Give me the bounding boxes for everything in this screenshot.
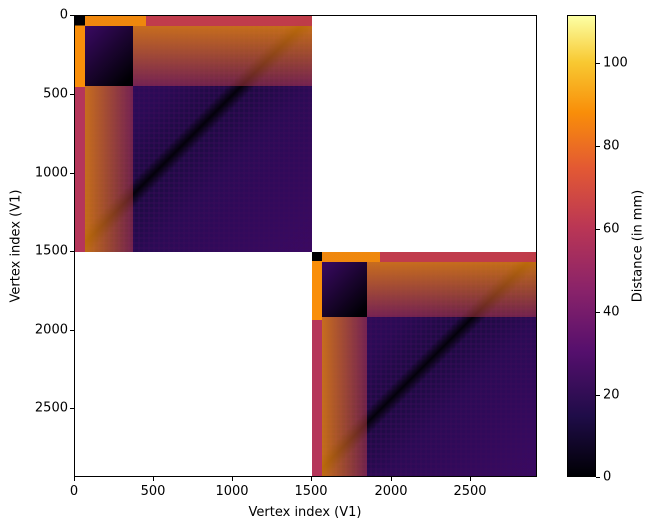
y-axis-label: Vertex index (V1) xyxy=(8,189,24,303)
colorbar-tick-label: 80 xyxy=(603,138,620,154)
y-tick-label: 500 xyxy=(43,86,68,102)
colorbar-tick-label: 0 xyxy=(603,469,612,485)
y-tick-label: 0 xyxy=(59,7,68,23)
colorbar-tick-label: 20 xyxy=(603,387,620,403)
y-tick-label: 2000 xyxy=(34,322,68,338)
x-tick-mark xyxy=(391,477,392,481)
x-tick-label: 500 xyxy=(140,484,166,499)
x-axis-label: Vertex index (V1) xyxy=(248,505,362,520)
x-tick-mark xyxy=(153,477,154,481)
colorbar-tick-label: 60 xyxy=(603,221,620,237)
colorbar-tick-label: 100 xyxy=(603,55,628,71)
colorbar-tick-mark xyxy=(596,312,600,313)
x-tick-mark xyxy=(74,477,75,481)
colorbar-tick-mark xyxy=(596,229,600,230)
y-tick-mark xyxy=(70,15,74,16)
x-tick-label: 1000 xyxy=(215,484,249,499)
colorbar-tick-mark xyxy=(596,395,600,396)
y-tick-mark xyxy=(70,330,74,331)
colorbar-tick-mark xyxy=(596,146,600,147)
heatmap-plot-area xyxy=(74,15,537,477)
x-tick-label: 1500 xyxy=(294,484,328,499)
x-tick-label: 2500 xyxy=(453,484,487,499)
colorbar xyxy=(567,15,596,477)
distance-block-2 xyxy=(312,252,536,476)
y-tick-mark xyxy=(70,251,74,252)
colorbar-tick-mark xyxy=(596,63,600,64)
y-tick-label: 1500 xyxy=(34,243,68,259)
distance-block-1 xyxy=(75,16,312,252)
x-tick-mark xyxy=(311,477,312,481)
y-tick-label: 1000 xyxy=(34,165,68,181)
colorbar-tick-label: 40 xyxy=(603,304,620,320)
y-tick-mark xyxy=(70,94,74,95)
x-tick-label: 0 xyxy=(69,484,79,499)
colorbar-label: Distance (in mm) xyxy=(630,189,646,303)
x-tick-mark xyxy=(232,477,233,481)
x-tick-mark xyxy=(470,477,471,481)
y-tick-label: 2500 xyxy=(34,400,68,416)
x-tick-label: 2000 xyxy=(374,484,408,499)
colorbar-tick-mark xyxy=(596,477,600,478)
y-tick-mark xyxy=(70,173,74,174)
y-tick-mark xyxy=(70,408,74,409)
